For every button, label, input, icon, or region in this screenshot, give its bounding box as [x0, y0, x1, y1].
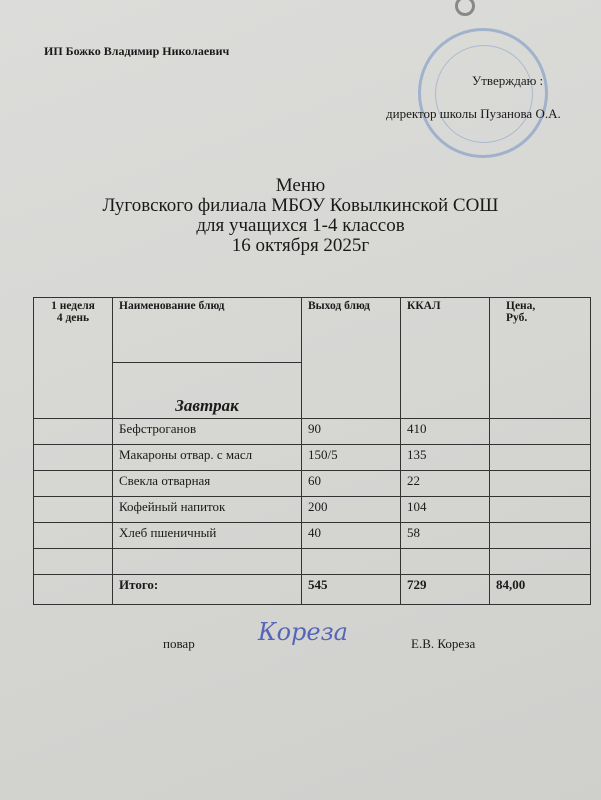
cook-label: повар	[163, 636, 195, 651]
header-day: 1 неделя 4 день	[33, 297, 113, 419]
cook-name: Е.В. Кореза	[411, 636, 476, 651]
binder-ring	[455, 0, 475, 16]
dish-kcal: 58	[400, 522, 490, 549]
meal-breakfast: Завтрак	[112, 362, 302, 419]
dish-kcal: 22	[400, 470, 490, 497]
title-menu: Меню	[275, 175, 326, 196]
dish-name: Кофейный напиток	[112, 496, 302, 523]
dish-yield: 60	[301, 470, 401, 497]
dish-name: Хлеб пшеничный	[112, 522, 302, 549]
header-yield: Выход блюд	[301, 297, 401, 419]
title-grades: для учащихся 1-4 классов	[196, 215, 405, 236]
dish-kcal: 135	[400, 444, 490, 471]
title-date: 16 октября 2025г	[231, 235, 370, 256]
cook-signature: Кореза	[258, 618, 348, 646]
title-school: Луговского филиала МБОУ Ковылкинской СОШ	[102, 195, 499, 216]
dish-yield: 90	[301, 418, 401, 445]
dish-yield: 200	[301, 496, 401, 523]
approve-label: Утверждаю :	[472, 73, 544, 88]
table-row: Кофейный напиток 200 104	[33, 496, 591, 523]
dish-name: Свекла отварная	[112, 470, 302, 497]
header-price: Цена, Руб.	[489, 297, 591, 419]
dish-kcal: 410	[400, 418, 490, 445]
organization: ИП Божко Владимир Николаевич	[44, 44, 230, 58]
table-row: Бефстроганов 90 410	[33, 418, 591, 445]
total-yield: 545	[301, 574, 401, 605]
school-stamp	[418, 28, 548, 158]
table-row: Макароны отвар. с масл 150/5 135	[33, 444, 591, 471]
total-row: Итого: 545 729 84,00	[33, 574, 591, 605]
dish-yield: 40	[301, 522, 401, 549]
menu-table: 1 неделя 4 день Наименование блюд Выход …	[33, 297, 591, 605]
total-price: 84,00	[489, 574, 591, 605]
director-line: директор школы Пузанова О.А.	[386, 106, 561, 121]
total-kcal: 729	[400, 574, 490, 605]
header-name: Наименование блюд	[112, 297, 302, 363]
table-row-empty	[33, 548, 591, 575]
dish-yield: 150/5	[301, 444, 401, 471]
dish-name: Бефстроганов	[112, 418, 302, 445]
dish-name: Макароны отвар. с масл	[112, 444, 302, 471]
dish-kcal: 104	[400, 496, 490, 523]
header-kcal: ККАЛ	[400, 297, 490, 419]
table-row: Свекла отварная 60 22	[33, 470, 591, 497]
total-label: Итого:	[112, 574, 302, 605]
table-row: Хлеб пшеничный 40 58	[33, 522, 591, 549]
